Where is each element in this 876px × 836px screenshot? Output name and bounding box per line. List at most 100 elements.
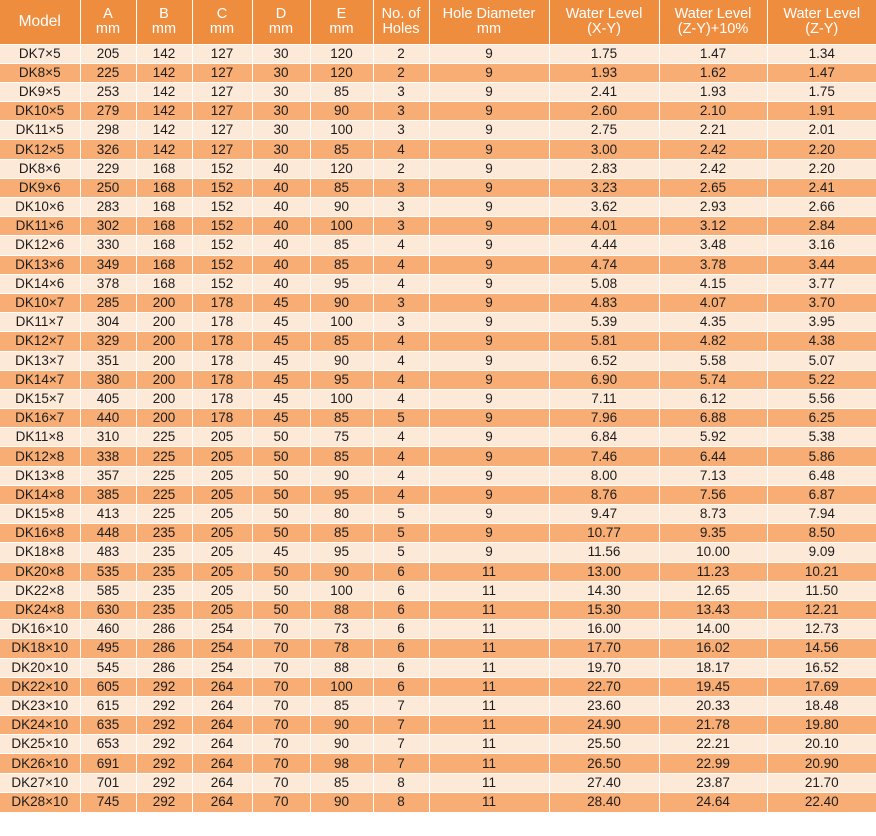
table-cell: 70 — [252, 734, 311, 754]
table-cell: 70 — [252, 619, 311, 639]
table-cell: 20.33 — [659, 695, 768, 716]
column-header-label: E — [336, 5, 347, 22]
table-cell: 9 — [429, 158, 550, 179]
table-cell: 30 — [252, 120, 311, 140]
table-cell: 11.50 — [767, 580, 876, 601]
table-cell: 70 — [252, 657, 311, 678]
table-cell: 225 — [136, 484, 193, 505]
table-cell: 1.93 — [549, 62, 660, 83]
table-cell: 100 — [310, 580, 374, 601]
table-cell: 95 — [310, 542, 374, 563]
table-cell: 15.30 — [549, 599, 660, 620]
table-cell: 254 — [192, 657, 253, 678]
table-cell: 1.75 — [549, 43, 660, 64]
model-cell: DK26×10 — [0, 753, 81, 774]
table-row: DK14×7 380 200 178 45 95 4 9 6.90 5.74 5.22 — [0, 369, 876, 390]
table-cell: 7.11 — [549, 388, 660, 409]
table-cell: 178 — [192, 369, 253, 390]
table-cell: 6.52 — [549, 350, 660, 371]
table-cell: 2.10 — [659, 101, 768, 121]
table-cell: 349 — [80, 254, 137, 275]
table-cell: 8 — [373, 772, 430, 793]
table-cell: 17.70 — [549, 638, 660, 658]
table-cell: 70 — [252, 695, 311, 716]
table-cell: 745 — [80, 791, 137, 812]
table-cell: 21.70 — [767, 772, 876, 793]
table-cell: 235 — [136, 599, 193, 620]
table-cell: 225 — [136, 465, 193, 486]
table-cell: 23.87 — [659, 772, 768, 793]
table-row: DK11×7 304 200 178 45 100 3 9 5.39 4.35 3.95 — [0, 312, 876, 332]
table-cell: 11 — [429, 657, 550, 678]
column-header-label: Water Level — [783, 5, 861, 22]
table-cell: 460 — [80, 619, 137, 639]
table-cell: 5 — [373, 523, 430, 543]
table-cell: 7.13 — [659, 465, 768, 486]
table-cell: 292 — [136, 772, 193, 793]
table-cell: 11 — [429, 715, 550, 735]
table-cell: 11 — [429, 580, 550, 601]
table-cell: 9 — [429, 292, 550, 313]
table-cell: 4.15 — [659, 273, 768, 294]
table-cell: 200 — [136, 388, 193, 409]
table-row: DK16×7 440 200 178 45 85 5 9 7.96 6.88 6.25 — [0, 408, 876, 428]
table-cell: 7 — [373, 753, 430, 774]
table-cell: 10.21 — [767, 561, 876, 582]
table-row: DK12×5 326 142 127 30 85 4 9 3.00 2.42 2.20 — [0, 139, 876, 160]
table-cell: 142 — [136, 120, 193, 140]
table-row: DK20×10 545 286 254 70 88 6 11 19.70 18.17 16.52 — [0, 657, 876, 678]
table-cell: 285 — [80, 292, 137, 313]
model-cell: DK16×10 — [0, 619, 81, 639]
table-row: DK11×8 310 225 205 50 75 4 9 6.84 5.92 5.38 — [0, 427, 876, 447]
table-cell: 2.41 — [549, 81, 660, 102]
table-cell: 4 — [373, 350, 430, 371]
table-cell: 205 — [192, 561, 253, 582]
table-cell: 40 — [252, 177, 311, 198]
table-cell: 3.23 — [549, 177, 660, 198]
table-cell: 4.38 — [767, 331, 876, 351]
table-cell: 178 — [192, 350, 253, 371]
table-cell: 585 — [80, 580, 137, 601]
model-cell: DK12×6 — [0, 235, 81, 256]
table-cell: 254 — [192, 619, 253, 639]
table-cell: 11 — [429, 734, 550, 754]
table-cell: 6 — [373, 657, 430, 678]
table-cell: 9.47 — [549, 503, 660, 524]
table-cell: 4 — [373, 331, 430, 351]
table-cell: 2.84 — [767, 216, 876, 236]
table-row: DK10×5 279 142 127 30 90 3 9 2.60 2.10 1.91 — [0, 101, 876, 121]
model-cell: DK16×7 — [0, 408, 81, 428]
table-cell: 6 — [373, 580, 430, 601]
table-cell: 2.41 — [767, 177, 876, 198]
table-row: DK7×5 205 142 127 30 120 2 9 1.75 1.47 1.34 — [0, 43, 876, 64]
table-cell: 178 — [192, 408, 253, 428]
table-cell: 85 — [310, 235, 374, 256]
table-cell: 50 — [252, 580, 311, 601]
table-cell: 6.12 — [659, 388, 768, 409]
table-cell: 5 — [373, 503, 430, 524]
table-cell: 8.00 — [549, 465, 660, 486]
table-cell: 12.65 — [659, 580, 768, 601]
table-cell: 5.39 — [549, 312, 660, 332]
table-cell: 200 — [136, 369, 193, 390]
table-cell: 205 — [192, 427, 253, 447]
table-cell: 2 — [373, 158, 430, 179]
table-cell: 178 — [192, 331, 253, 351]
table-row: DK11×6 302 168 152 40 100 3 9 4.01 3.12 2.84 — [0, 216, 876, 236]
table-cell: 168 — [136, 235, 193, 256]
table-cell: 90 — [310, 561, 374, 582]
table-cell: 9 — [429, 312, 550, 332]
table-cell: 254 — [192, 638, 253, 658]
column-header-unit: mm — [476, 20, 502, 37]
table-cell: 635 — [80, 715, 137, 735]
table-row: DK12×8 338 225 205 50 85 4 9 7.46 6.44 5.86 — [0, 446, 876, 467]
table-cell: 75 — [310, 427, 374, 447]
table-cell: 9 — [429, 235, 550, 256]
table-cell: 14.56 — [767, 638, 876, 658]
table-cell: 19.70 — [549, 657, 660, 678]
table-cell: 6 — [373, 676, 430, 697]
table-cell: 30 — [252, 81, 311, 102]
table-cell: 200 — [136, 312, 193, 332]
table-cell: 250 — [80, 177, 137, 198]
